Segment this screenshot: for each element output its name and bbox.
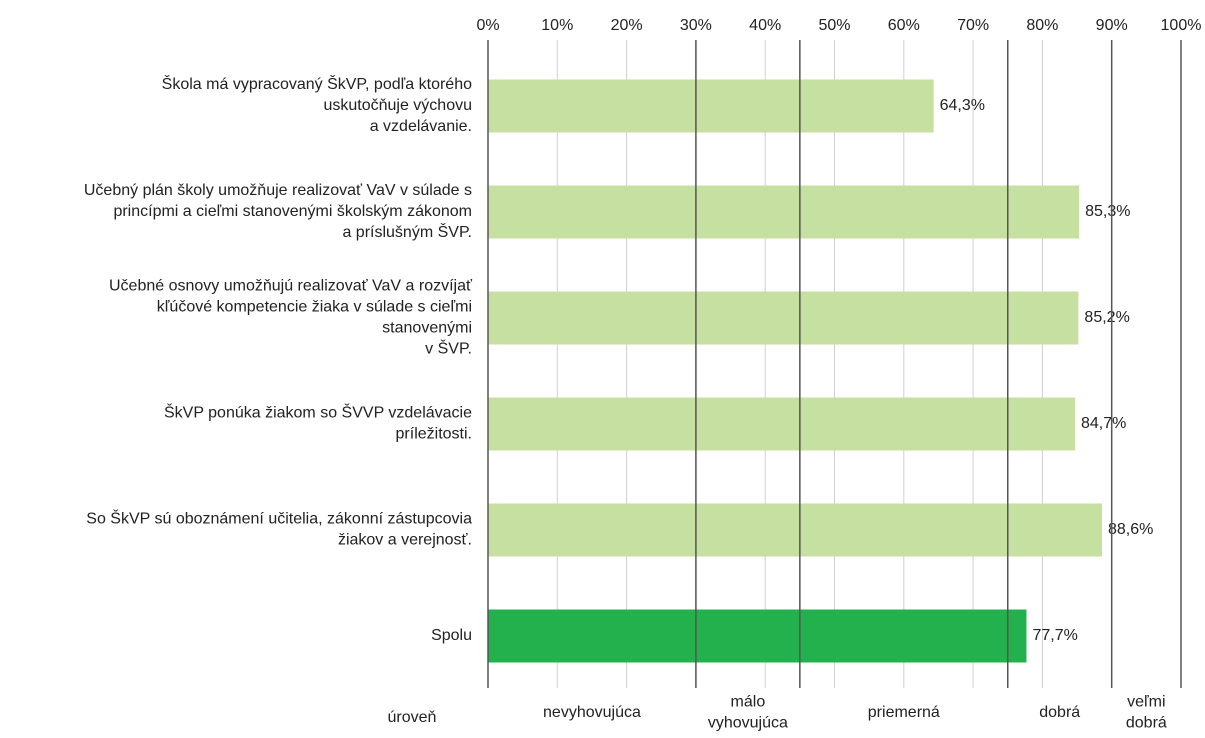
value-label: 85,2% (1084, 309, 1129, 326)
category-label: Škola má vypracovaný ŠkVP, podľa ktorého… (162, 74, 472, 135)
x-tick-label: 50% (818, 17, 850, 34)
level-label: nevyhovujúca (543, 704, 641, 721)
x-tick-label: 40% (749, 17, 781, 34)
level-title: úroveň (388, 709, 437, 726)
value-label: 84,7% (1081, 415, 1126, 432)
bar (488, 185, 1080, 239)
category-label: Učebné osnovy umožňujú realizovať VaV a … (109, 278, 473, 358)
x-tick-label: 10% (541, 17, 573, 34)
bar (488, 609, 1027, 663)
x-tick-label: 60% (888, 17, 920, 34)
x-tick-label: 20% (611, 17, 643, 34)
level-label: veľmi dobrá (1126, 694, 1167, 732)
value-label: 85,3% (1085, 203, 1130, 220)
category-label: Učebný plán školy umožňuje realizovať Va… (84, 182, 472, 241)
category-label: Spolu (431, 627, 472, 644)
x-tick-label: 80% (1026, 17, 1058, 34)
x-tick-label: 90% (1096, 17, 1128, 34)
category-label: ŠkVP ponúka žiakom so ŠVVP vzdelávacie pr… (164, 403, 472, 443)
bar (488, 503, 1102, 557)
value-label: 64,3% (940, 97, 985, 114)
x-tick-label: 100% (1161, 17, 1202, 34)
value-label: 77,7% (1032, 627, 1077, 644)
x-tick-label: 30% (680, 17, 712, 34)
bar (488, 397, 1075, 451)
x-tick-label: 70% (957, 17, 989, 34)
level-label: priemerná (868, 704, 940, 721)
level-label: málo vyhovujúca (708, 694, 788, 732)
bar (488, 79, 934, 133)
category-label: So ŠkVP sú oboznámení učitelia, zákonní … (86, 509, 472, 549)
level-label: dobrá (1039, 704, 1080, 721)
bar (488, 291, 1079, 345)
value-label: 88,6% (1108, 521, 1153, 538)
x-tick-label: 0% (476, 17, 499, 34)
